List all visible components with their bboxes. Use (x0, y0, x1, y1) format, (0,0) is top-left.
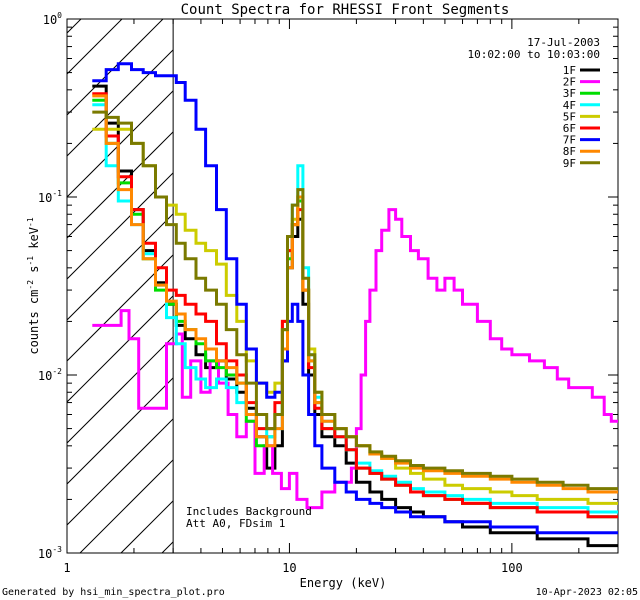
y-tick-label-base: 10 (38, 547, 52, 561)
hatch-line (161, 541, 174, 553)
hatch-line (67, 19, 82, 34)
y-axis-label-exponent: -2 (26, 280, 35, 290)
hatch-line (67, 336, 174, 444)
legend-label: 9F (563, 157, 576, 170)
hatch-line (67, 131, 174, 239)
series-9F (92, 110, 618, 491)
legend-label: 1F (563, 64, 576, 77)
legend-label: 7F (563, 134, 576, 147)
y-tick-label-exponent: 0 (57, 11, 62, 20)
y-tick-label-exponent: -2 (52, 367, 62, 376)
legend-label: 2F (563, 76, 576, 89)
hatch-line (120, 500, 174, 553)
y-axis-label-part: counts cm (27, 290, 41, 355)
plot-frame (66, 18, 619, 554)
chart-title: Count Spectra for RHESSI Front Segments (181, 2, 510, 18)
y-tick-label: 100 (43, 11, 62, 27)
timestamp-label: 10-Apr-2023 02:05 (536, 587, 638, 598)
y-axis-label-exponent: -1 (26, 217, 35, 227)
y-axis-ticks (67, 18, 618, 554)
y-tick-label-exponent: -3 (52, 545, 62, 554)
legend-label: 8F (563, 145, 576, 158)
y-tick-label-base: 10 (38, 191, 52, 205)
time-range-label: 10:02:00 to 10:03:00 (468, 48, 600, 61)
y-tick-label: 10-3 (38, 545, 62, 561)
y-axis-label-part: keV (27, 227, 41, 256)
series-1F (92, 84, 618, 548)
hatch-line (67, 90, 174, 198)
annotation-attenuator: Att A0, FDsim 1 (186, 517, 285, 530)
y-tick-label-base: 10 (38, 369, 52, 383)
y-axis-label-part: s (27, 266, 41, 280)
x-axis-label: Energy (keV) (300, 576, 387, 590)
y-tick-label-base: 10 (43, 13, 57, 27)
x-tick-label: 100 (501, 561, 523, 575)
date-label: 17-Jul-2003 (527, 36, 600, 49)
legend-label: 5F (563, 110, 576, 123)
y-tick-label-exponent: -1 (52, 189, 62, 198)
hatched-region (67, 19, 174, 553)
hatch-line (67, 19, 164, 116)
hatch-line (67, 49, 174, 157)
y-axis-label: counts cm-2 s-1 keV-1 (26, 217, 41, 354)
hatch-line (67, 295, 174, 403)
annotation-background: Includes Background (186, 505, 312, 518)
legend-label: 6F (563, 122, 576, 135)
legend-label: 4F (563, 99, 576, 112)
x-axis-ticks (66, 19, 619, 553)
hatch-line (67, 418, 174, 526)
legend-label: 3F (563, 87, 576, 100)
hatch-line (67, 213, 174, 321)
x-axis-tick-labels: 1 10 100 (63, 561, 522, 575)
hatch-line (67, 254, 174, 362)
y-tick-label: 10-1 (38, 189, 62, 205)
hatch-line (67, 377, 174, 485)
series-lines (92, 62, 618, 548)
x-tick-label: 10 (282, 561, 296, 575)
x-tick-label: 1 (63, 561, 70, 575)
series-7F (92, 62, 618, 535)
hatch-line (67, 19, 123, 75)
series-8F (92, 94, 618, 494)
y-tick-label: 10-2 (38, 367, 62, 383)
generated-by-label: Generated by hsi_min_spectra_plot.pro (2, 587, 225, 598)
series-2F (92, 208, 618, 510)
hatch-line (79, 459, 174, 553)
y-axis-label-exponent: -1 (26, 256, 35, 266)
